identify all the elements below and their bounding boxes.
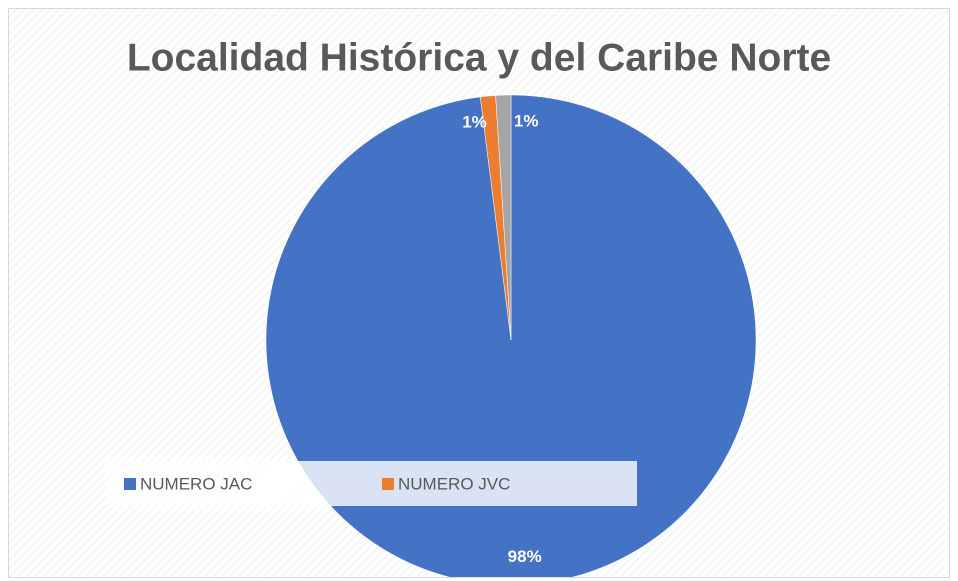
legend-box [107, 461, 637, 506]
pie [265, 94, 757, 577]
legend-swatch [382, 478, 394, 490]
data-label: 1% [462, 112, 487, 131]
legend: NUMERO JAC NUMERO JVC [107, 461, 637, 506]
legend-label: NUMERO JAC [140, 474, 252, 493]
data-label: 1% [514, 112, 539, 131]
legend-swatch [124, 478, 136, 490]
pie-slice [495, 94, 512, 341]
data-label: 98% [508, 547, 542, 566]
chart-title: Localidad Histórica y del Caribe Norte [127, 36, 831, 79]
legend-label: NUMERO JVC [398, 474, 510, 493]
pie-slice [265, 94, 757, 577]
